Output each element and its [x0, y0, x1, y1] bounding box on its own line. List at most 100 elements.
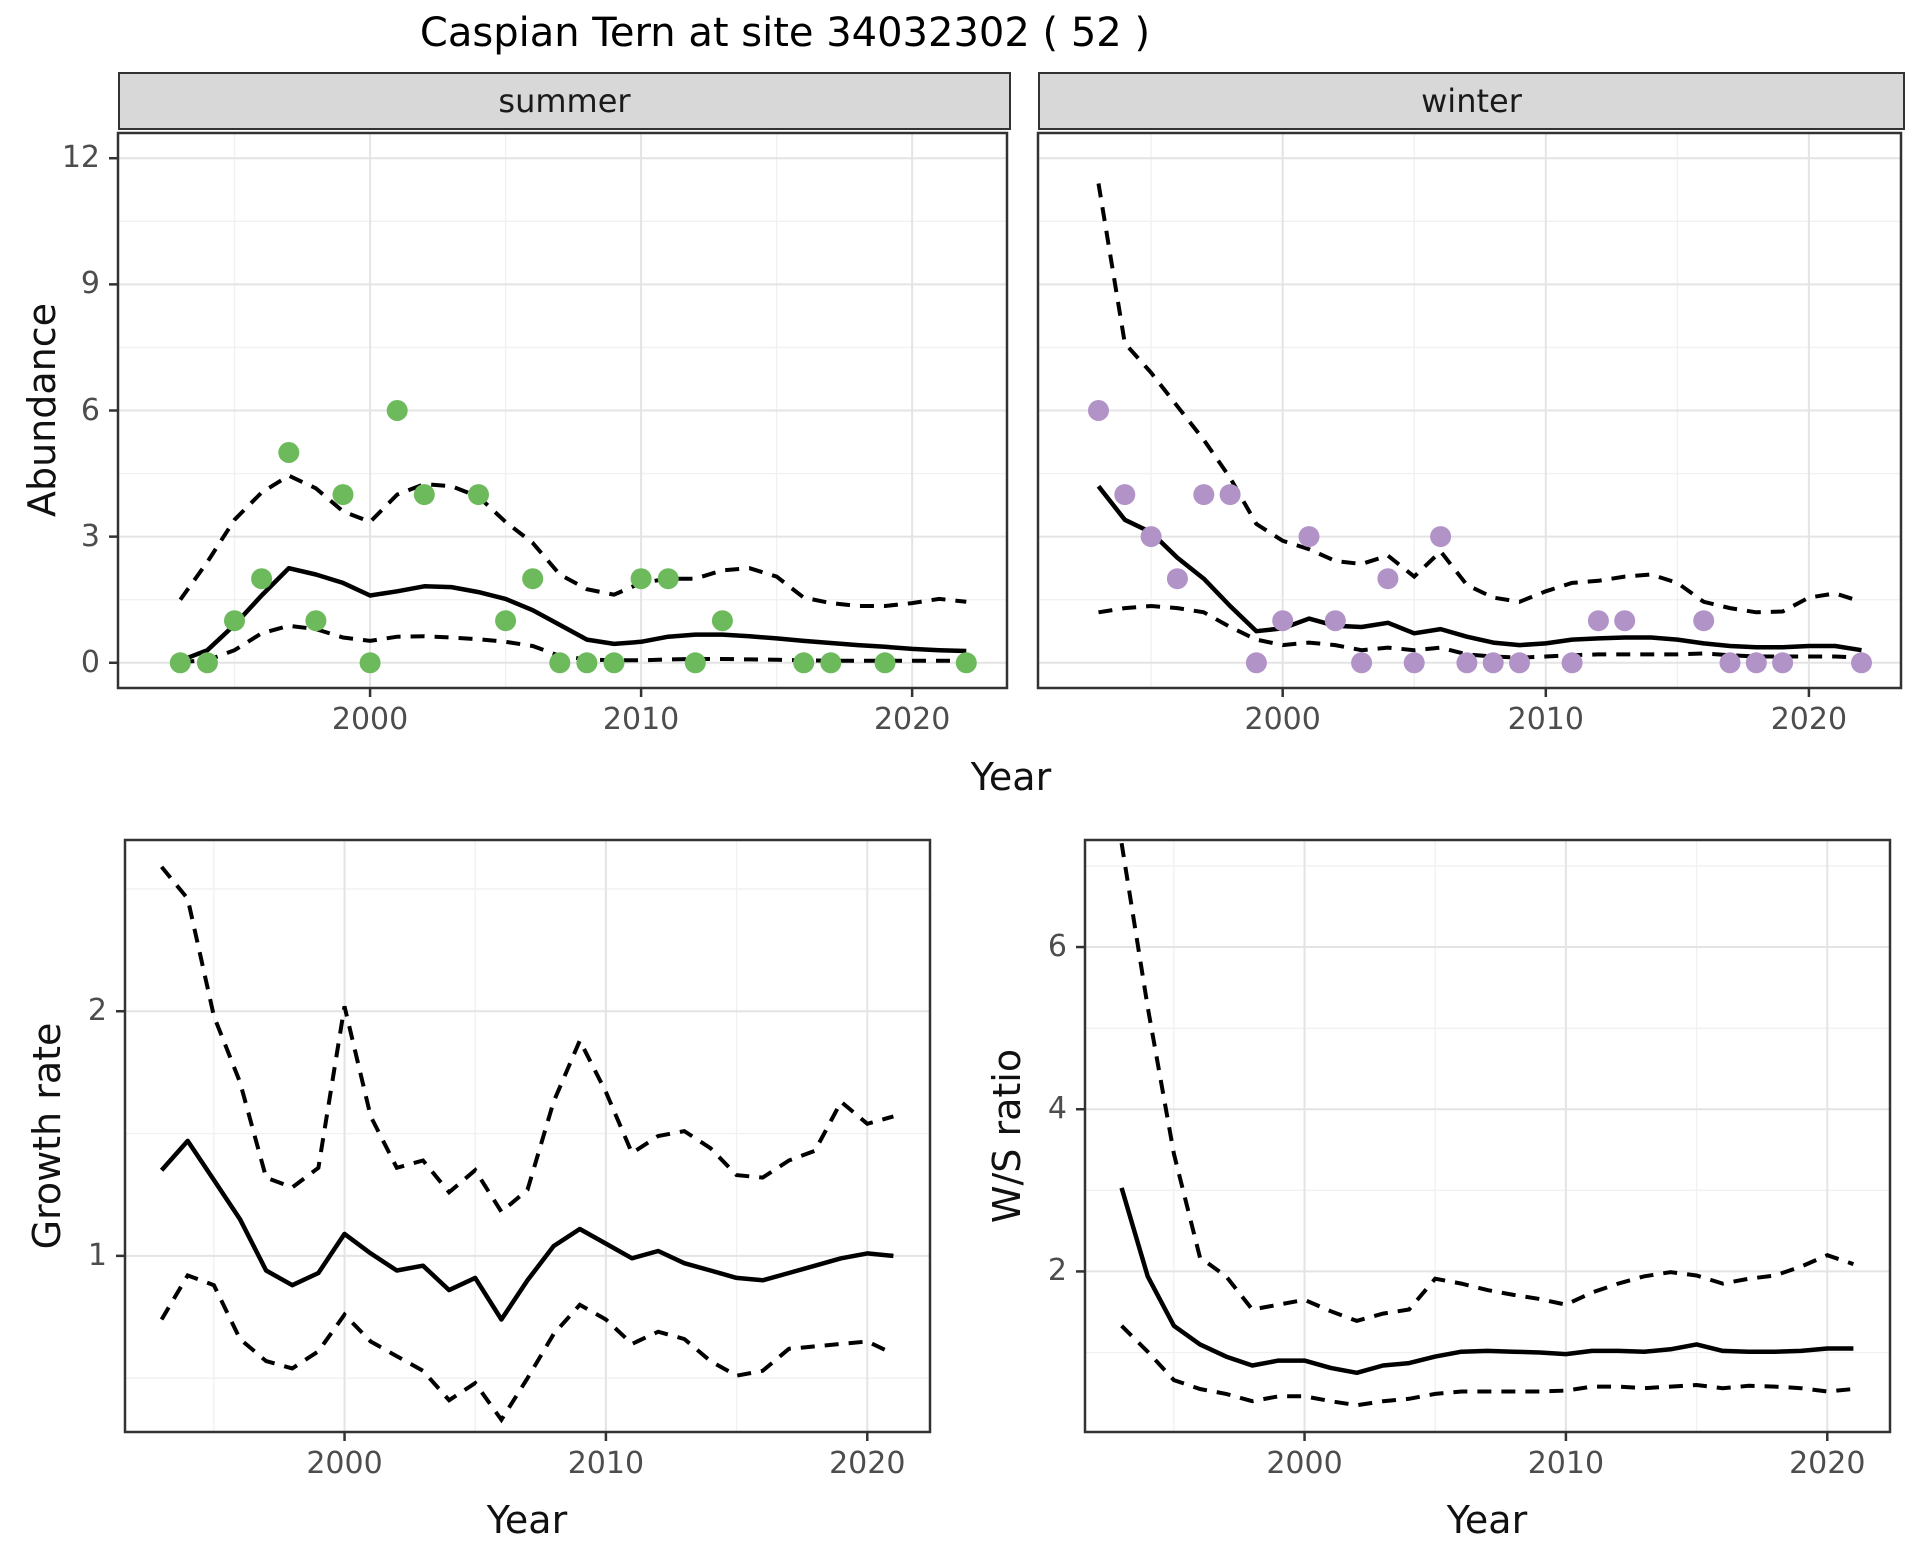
- x-tick-label: 2010: [567, 1446, 645, 1481]
- data-point: [657, 568, 679, 590]
- data-point: [684, 652, 706, 674]
- y-tick-label: 1: [87, 1237, 107, 1273]
- data-point: [603, 652, 625, 674]
- data-point: [820, 652, 842, 674]
- data-point: [576, 652, 598, 674]
- panel-border: [1083, 838, 1892, 1434]
- data-points: [169, 400, 977, 674]
- x-tick-label: 2020: [1789, 1446, 1866, 1481]
- x-tick-label: 2020: [829, 1446, 906, 1481]
- y-tick-label: 0: [80, 644, 100, 680]
- data-point: [711, 610, 733, 632]
- panel-border: [123, 838, 932, 1434]
- data-point: [413, 484, 435, 506]
- data-point: [468, 484, 489, 506]
- data-point: [224, 610, 245, 632]
- panel-background: [1085, 840, 1890, 1432]
- data-point: [1851, 652, 1872, 674]
- fit-line: [179, 565, 967, 663]
- data-point: [1272, 610, 1294, 632]
- facet-strip-winter: winter: [1038, 72, 1905, 130]
- x-tick-label: 2000: [306, 1446, 383, 1481]
- fit-line: [1096, 484, 1862, 653]
- data-point: [1509, 652, 1530, 674]
- data-point: [305, 610, 327, 632]
- data-point: [630, 568, 652, 590]
- y-tick-label: 6: [80, 392, 100, 428]
- data-point: [1403, 652, 1425, 674]
- data-point: [1693, 610, 1715, 632]
- facet-strip-winter-label: winter: [1421, 82, 1522, 120]
- x-tick-label: 2000: [331, 702, 409, 737]
- y-tick-label: 9: [80, 266, 100, 302]
- x-axis-title-year-top: Year: [970, 755, 1052, 799]
- abundance-summer-panel: [109, 131, 1009, 697]
- data-point: [1114, 484, 1136, 506]
- data-point: [386, 400, 408, 421]
- data-point: [332, 484, 354, 506]
- data-point: [1088, 400, 1109, 421]
- panel-border: [1036, 131, 1903, 690]
- ci-upper-line: [1119, 842, 1855, 1324]
- data-point: [793, 652, 815, 674]
- data-point: [1561, 652, 1583, 674]
- ci-upper-line: [160, 865, 894, 1215]
- data-point: [1166, 568, 1188, 590]
- data-point: [1377, 568, 1399, 590]
- data-point: [522, 568, 544, 590]
- data-point: [1482, 652, 1504, 674]
- x-axis-title-year-ws: Year: [1446, 1498, 1528, 1542]
- data-point: [1219, 484, 1241, 506]
- facet-strip-summer: summer: [118, 72, 1011, 130]
- data-point: [1245, 652, 1267, 674]
- fit-line: [159, 1138, 894, 1322]
- data-point: [169, 652, 191, 674]
- plot-title: Caspian Tern at site 34032302 ( 52 ): [419, 10, 1151, 56]
- data-point: [1456, 652, 1478, 674]
- data-point: [251, 568, 273, 590]
- ci-lower-line: [1120, 1324, 1854, 1408]
- x-tick-label: 2000: [1244, 702, 1321, 737]
- data-point: [1430, 526, 1452, 548]
- data-point: [1193, 484, 1215, 506]
- data-point: [1298, 526, 1320, 548]
- growth-rate-panel: [116, 838, 932, 1441]
- data-point: [1745, 652, 1767, 674]
- data-point: [1614, 610, 1636, 632]
- data-point: [359, 652, 381, 674]
- y-tick-label: 2: [1047, 1253, 1067, 1289]
- ci-lower-line: [159, 1272, 895, 1424]
- x-tick-label: 2020: [1770, 702, 1848, 737]
- y-tick-label: 4: [1047, 1091, 1067, 1127]
- x-tick-label: 2000: [1266, 1446, 1343, 1481]
- data-points: [1088, 400, 1872, 674]
- data-point: [1587, 610, 1609, 632]
- data-point: [278, 442, 300, 463]
- abundance-winter-panel: [1036, 131, 1903, 697]
- y-tick-label: 12: [61, 140, 100, 176]
- data-point: [874, 652, 896, 674]
- x-axis-title-year-growth: Year: [486, 1498, 568, 1542]
- fit-line: [1119, 1187, 1854, 1376]
- data-point: [1772, 652, 1794, 674]
- ci-upper-line: [1096, 183, 1863, 615]
- x-tick-label: 2020: [873, 702, 951, 737]
- ci-lower-line: [1098, 603, 1862, 660]
- data-point: [955, 652, 977, 674]
- x-tick-label: 2010: [1527, 1446, 1605, 1481]
- x-tick-label: 2010: [1507, 702, 1584, 737]
- data-point: [1324, 610, 1346, 632]
- data-point: [549, 652, 571, 674]
- y-tick-label: 3: [80, 518, 100, 554]
- data-point: [495, 610, 517, 632]
- data-point: [1140, 526, 1162, 548]
- ci-upper-line: [178, 473, 967, 608]
- ws-ratio-panel: [1076, 838, 1892, 1441]
- panel-background: [125, 840, 930, 1432]
- y-tick-label: 6: [1047, 929, 1067, 965]
- x-tick-label: 2010: [602, 702, 680, 737]
- y-tick-label: 2: [87, 993, 107, 1029]
- data-point: [196, 652, 218, 674]
- data-point: [1719, 652, 1741, 674]
- facet-strip-summer-label: summer: [498, 82, 631, 120]
